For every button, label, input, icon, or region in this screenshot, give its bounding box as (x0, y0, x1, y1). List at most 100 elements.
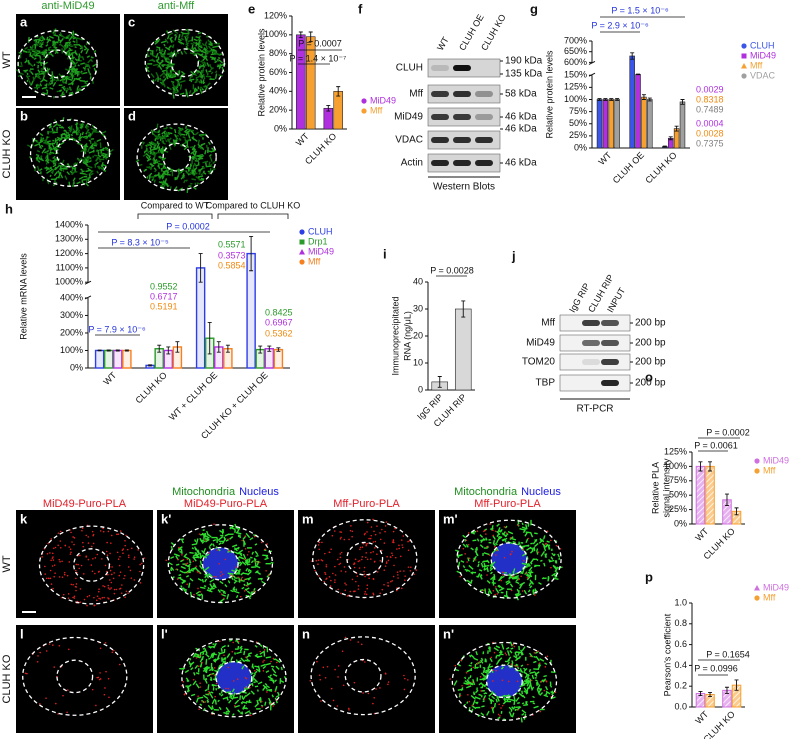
pla-dot (320, 700, 322, 702)
pla-dot (127, 549, 129, 551)
y-tick-label: 30 (413, 303, 423, 313)
pla-dot (489, 523, 491, 525)
mitochondrion (535, 680, 537, 681)
pla-dot (52, 553, 54, 555)
size-marker: 200 bp (635, 357, 666, 368)
mitochondrion (224, 537, 225, 540)
pla-dot (52, 588, 54, 590)
pla-dot (480, 690, 482, 692)
mitochondrion (75, 47, 77, 48)
mitochondrion (192, 548, 194, 549)
pla-dot (88, 559, 90, 561)
pla-dot (91, 546, 93, 548)
pla-dot (140, 582, 142, 584)
pla-dot (126, 591, 128, 593)
pla-dot (318, 548, 320, 550)
pla-dot (181, 554, 183, 556)
mitochondrion (192, 544, 197, 545)
annotation: P = 2.9 × 10⁻⁶ (591, 20, 649, 30)
pla-dot (397, 571, 399, 573)
pla-dot (491, 707, 493, 709)
pla-dot (79, 555, 81, 557)
pla-dot (390, 581, 392, 583)
mitochondrion (212, 708, 214, 709)
pla-dot (504, 557, 506, 559)
pla-dot (88, 542, 90, 544)
band (601, 340, 619, 346)
pla-dot (332, 535, 334, 537)
mitochondrion (258, 690, 259, 692)
pla-dot (400, 556, 402, 558)
pla-dot (345, 584, 347, 586)
pla-dot (473, 667, 475, 669)
pla-dot (122, 552, 124, 554)
pla-dot (392, 555, 394, 557)
column-header: anti-Mff (158, 0, 195, 12)
pla-dot (55, 703, 57, 705)
mitochondrion (198, 140, 199, 145)
panel-label: l' (161, 626, 168, 641)
pla-dot (343, 539, 345, 541)
pla-dot (59, 645, 61, 647)
mitochondrion (39, 46, 42, 47)
pla-dot (511, 551, 513, 553)
pla-dot (337, 705, 339, 707)
pla-dot (134, 556, 136, 558)
y-tick-label: 10 (413, 357, 423, 367)
pla-dot (485, 530, 487, 532)
pla-dot (471, 705, 473, 707)
pla-dot (104, 694, 106, 696)
pla-dot (183, 681, 185, 683)
x-tick-label: CLUH OE (611, 150, 646, 185)
pla-dot (351, 536, 353, 538)
mitochondrion (204, 574, 209, 575)
pla-dot (222, 573, 224, 575)
pla-dot (223, 654, 225, 656)
pla-dot (494, 594, 496, 596)
mitochondrion (455, 670, 458, 671)
mitochondrion (208, 658, 210, 659)
pla-dot (107, 554, 109, 556)
size-marker: 200 bp (635, 318, 666, 329)
mitochondrion (271, 562, 274, 563)
mitochondrion (216, 700, 217, 705)
pla-dot (94, 573, 96, 575)
mitochondrion (191, 179, 195, 180)
pla-dot (372, 551, 374, 553)
pla-dot (403, 535, 405, 537)
blot-strip (560, 375, 630, 391)
pla-dot (261, 542, 263, 544)
pla-dot (404, 575, 406, 577)
pla-dot (96, 554, 98, 556)
bar (630, 56, 635, 148)
pla-dot (340, 570, 342, 572)
panel-label: k (20, 511, 28, 526)
y-tick-label: 700% (564, 35, 587, 45)
y-tick-label: 125% (564, 82, 587, 92)
pla-dot (387, 582, 389, 584)
pla-dot (466, 561, 468, 563)
pla-dot (52, 556, 54, 558)
mitochondrion (75, 72, 79, 73)
mitochondrion (80, 81, 85, 82)
pla-dot (468, 544, 470, 546)
annotation: 0.7489 (696, 104, 724, 114)
annotation: 0.6717 (150, 291, 178, 301)
pla-dot (121, 592, 123, 594)
pla-dot (143, 557, 145, 559)
pla-dot (500, 580, 502, 582)
caption: RT-PCR (576, 404, 613, 415)
mitochondrion (34, 58, 36, 59)
mitochondrion (183, 137, 186, 138)
mitochondrion (166, 134, 168, 135)
mitochondrion (85, 81, 88, 82)
pla-dot (241, 577, 243, 579)
mitochondrion (526, 532, 531, 533)
pla-dot (388, 681, 390, 683)
bar (105, 350, 113, 368)
pla-dot (362, 692, 364, 694)
panel-label: a (20, 14, 28, 29)
mitochondrion (521, 668, 522, 672)
pla-dot (275, 691, 277, 693)
legend-marker (754, 458, 759, 463)
